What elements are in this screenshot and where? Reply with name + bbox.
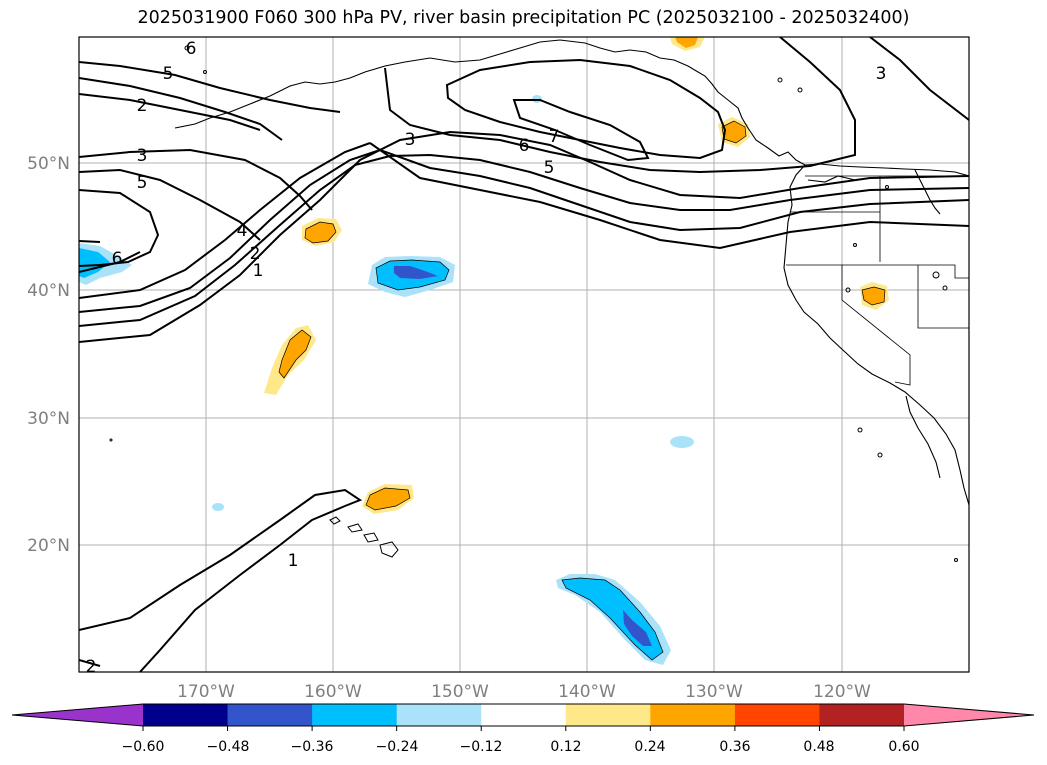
colorbar-tick-label: −0.36 — [291, 739, 334, 755]
colorbar-extend-high — [904, 704, 1034, 726]
lat-label: 40°N — [27, 281, 70, 301]
contour-label: 3 — [137, 146, 148, 166]
contour-label: 2 — [250, 244, 261, 264]
colorbar-tick-label: 0.12 — [550, 739, 581, 755]
lon-label: 130°W — [685, 682, 743, 702]
coastlines — [174, 39, 969, 506]
colorbar-segment — [143, 704, 229, 726]
contour-label: 1 — [253, 261, 264, 281]
contour-label: 6 — [112, 249, 123, 269]
colorbar-segment — [396, 704, 482, 726]
lon-label: 160°W — [304, 682, 362, 702]
colorbar-segment — [565, 704, 651, 726]
islands — [109, 45, 958, 562]
contour-labels: 5 2 3 5 4 2 1 6 3 6 5 7 3 1 2 6 — [86, 39, 887, 677]
colorbar-tick-labels: −0.60 −0.48 −0.36 −0.24 −0.12 0.12 0.24 … — [122, 739, 920, 755]
contour-label: 6 — [519, 136, 530, 156]
colorbar-tick-label: −0.12 — [460, 739, 503, 755]
colorbar-segment — [650, 704, 736, 726]
lon-label: 140°W — [558, 682, 616, 702]
lat-label: 30°N — [27, 409, 70, 429]
colorbar-tick-label: −0.24 — [376, 739, 419, 755]
colorbar-segment — [734, 704, 820, 726]
colorbar-extend-low — [12, 704, 143, 726]
pv-contours — [79, 37, 969, 672]
contour-label: 2 — [86, 657, 97, 677]
contour-label: 6 — [186, 39, 197, 59]
contour-label: 3 — [876, 64, 887, 84]
contour-label: 2 — [137, 96, 148, 116]
contour-label: 5 — [137, 173, 148, 193]
colorbar — [11, 703, 1035, 731]
colorbar-tick-label: −0.60 — [122, 739, 165, 755]
contour-label: 5 — [544, 158, 555, 178]
colorbar-segment — [819, 704, 905, 726]
contour-label: 4 — [237, 221, 248, 241]
colorbar-tick-label: 0.36 — [719, 739, 750, 755]
colorbar-segment — [227, 704, 313, 726]
lat-label: 20°N — [27, 536, 70, 556]
contour-label: 5 — [163, 64, 174, 84]
colorbar-tick-label: −0.48 — [207, 739, 250, 755]
lon-label: 170°W — [177, 682, 235, 702]
map-title: 2025031900 F060 300 hPa PV, river basin … — [137, 8, 910, 28]
lon-label: 120°W — [813, 682, 871, 702]
borders — [786, 175, 969, 386]
colorbar-tick-label: 0.24 — [634, 739, 665, 755]
colorbar-segment — [481, 704, 567, 726]
lon-label: 150°W — [431, 682, 489, 702]
colorbar-tick-label: 0.60 — [888, 739, 919, 755]
map-border — [78, 36, 970, 673]
longitude-labels: 170°W 160°W 150°W 140°W 130°W 120°W — [177, 682, 871, 702]
contour-label: 1 — [288, 551, 299, 571]
contour-label: 7 — [549, 127, 560, 147]
shading-outlines — [278, 120, 886, 661]
colorbar-segment — [312, 704, 398, 726]
lat-label: 50°N — [27, 154, 70, 174]
colorbar-tick-label: 0.48 — [803, 739, 834, 755]
map-area — [79, 37, 969, 672]
contour-label: 3 — [405, 130, 416, 150]
latitude-labels: 50°N 40°N 30°N 20°N — [27, 154, 70, 556]
